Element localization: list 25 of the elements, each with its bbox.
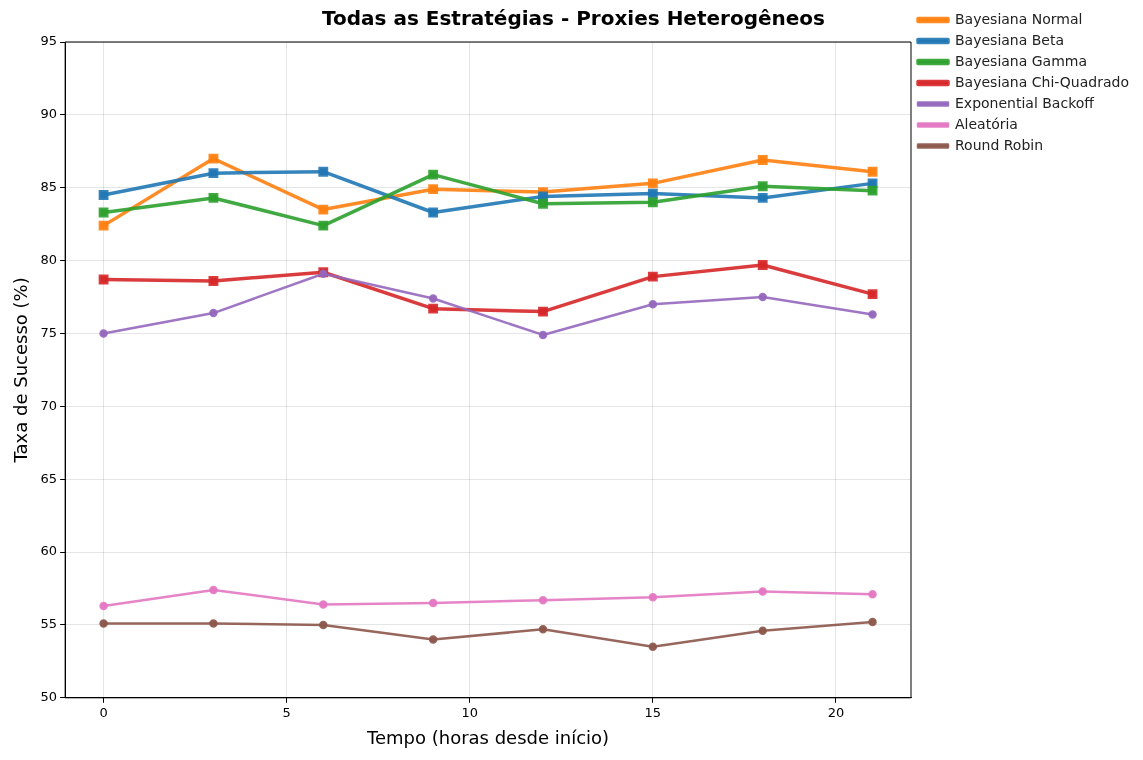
y-tick-label: 75 [40,324,58,340]
y-tick-label: 50 [40,689,58,705]
y-tick-label: 90 [40,106,58,122]
legend-label: Bayesiana Normal [955,10,1083,27]
chart-title: Todas as Estratégias - Proxies Heterogêneos [322,6,825,31]
x-tick-label: 5 [282,704,291,720]
x-tick-label: 10 [461,704,479,720]
legend-label: Exponential Backoff [955,94,1095,111]
y-tick-label: 60 [40,543,58,559]
y-tick-label: 85 [40,179,58,195]
x-tick-label: 15 [644,704,662,720]
y-tick-label: 95 [40,33,58,49]
x-tick-label: 20 [827,704,845,720]
legend-label: Bayesiana Beta [955,31,1065,48]
legend-label: Round Robin [955,136,1044,153]
y-axis-title: Taxa de Sucesso (%) [10,277,32,464]
legend-label: Aleatória [955,115,1018,132]
legend-label: Bayesiana Chi-Quadrado [955,73,1129,90]
x-axis-title: Tempo (horas desde início) [366,726,610,748]
y-tick-label: 80 [40,251,58,267]
x-tick-label: 0 [99,704,108,720]
y-tick-label: 65 [40,470,58,486]
y-tick-label: 70 [40,397,58,413]
legend-label: Bayesiana Gamma [955,52,1088,69]
y-tick-label: 55 [40,616,58,632]
